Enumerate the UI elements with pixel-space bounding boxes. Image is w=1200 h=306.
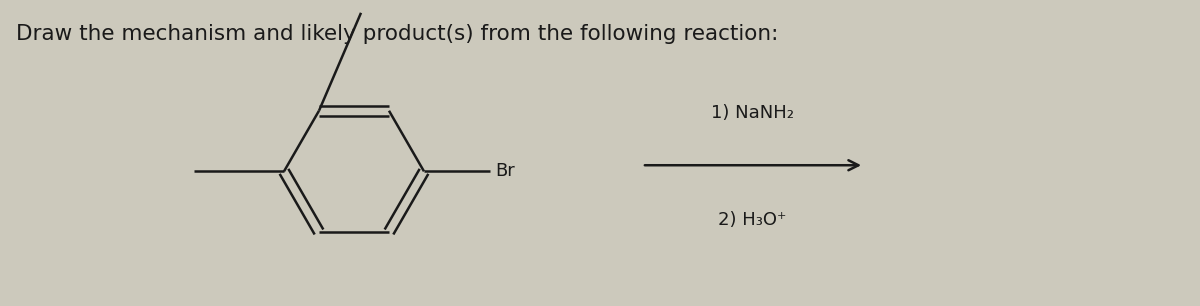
Text: 2) H₃O⁺: 2) H₃O⁺: [719, 211, 786, 229]
Text: Br: Br: [494, 162, 515, 180]
Text: Draw the mechanism and likely product(s) from the following reaction:: Draw the mechanism and likely product(s)…: [16, 24, 778, 44]
Text: 1) NaNH₂: 1) NaNH₂: [710, 104, 794, 122]
